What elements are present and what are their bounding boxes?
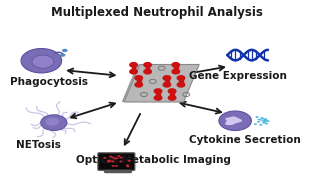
Circle shape — [21, 49, 62, 73]
Circle shape — [119, 160, 123, 162]
Circle shape — [264, 118, 267, 120]
Circle shape — [177, 76, 185, 80]
Polygon shape — [225, 116, 242, 125]
Bar — [137, 78, 141, 85]
Circle shape — [219, 111, 252, 131]
Bar — [132, 65, 136, 72]
Text: NETosis: NETosis — [16, 139, 61, 149]
Circle shape — [266, 120, 270, 122]
Circle shape — [262, 122, 265, 124]
Text: Multiplexed Neutrophil Analysis: Multiplexed Neutrophil Analysis — [51, 6, 263, 19]
Circle shape — [254, 123, 257, 125]
Circle shape — [112, 165, 115, 167]
Circle shape — [163, 76, 171, 80]
Circle shape — [113, 158, 116, 160]
Circle shape — [115, 165, 118, 167]
Circle shape — [107, 161, 110, 163]
Circle shape — [126, 166, 130, 167]
Bar — [146, 65, 149, 72]
Circle shape — [135, 76, 143, 80]
Text: Phagocytosis: Phagocytosis — [10, 77, 88, 87]
Circle shape — [41, 115, 67, 131]
Circle shape — [115, 157, 118, 159]
Circle shape — [154, 89, 162, 93]
Bar — [165, 78, 169, 85]
Circle shape — [107, 160, 110, 162]
FancyBboxPatch shape — [98, 153, 135, 170]
Circle shape — [154, 96, 162, 100]
Text: Cytokine Secretion: Cytokine Secretion — [189, 135, 301, 145]
Circle shape — [260, 117, 263, 119]
Circle shape — [177, 82, 185, 87]
Circle shape — [255, 116, 258, 118]
Circle shape — [168, 96, 176, 100]
Circle shape — [259, 124, 262, 126]
Circle shape — [265, 123, 268, 125]
Circle shape — [120, 157, 123, 159]
Circle shape — [60, 53, 65, 57]
Circle shape — [257, 121, 260, 123]
Circle shape — [109, 156, 112, 157]
Circle shape — [130, 69, 137, 74]
Circle shape — [163, 82, 171, 87]
Text: Optical Metabolic Imaging: Optical Metabolic Imaging — [76, 156, 231, 166]
Bar — [179, 78, 183, 85]
Circle shape — [172, 69, 179, 74]
Circle shape — [111, 160, 114, 162]
Circle shape — [126, 164, 129, 166]
Circle shape — [130, 63, 137, 67]
Polygon shape — [122, 64, 140, 102]
Bar — [170, 91, 174, 98]
Circle shape — [109, 160, 112, 162]
Polygon shape — [124, 64, 199, 102]
Bar — [156, 91, 160, 98]
Circle shape — [144, 69, 151, 74]
Circle shape — [32, 55, 54, 68]
Circle shape — [144, 63, 151, 67]
Circle shape — [128, 160, 131, 162]
Circle shape — [168, 89, 176, 93]
Circle shape — [111, 156, 114, 158]
Circle shape — [107, 160, 111, 161]
Circle shape — [62, 49, 68, 52]
Circle shape — [118, 155, 121, 157]
Text: Gene Expression: Gene Expression — [189, 71, 287, 81]
Bar — [174, 65, 178, 72]
Circle shape — [135, 82, 143, 87]
Circle shape — [46, 118, 59, 126]
Circle shape — [172, 63, 179, 67]
Circle shape — [103, 157, 106, 159]
